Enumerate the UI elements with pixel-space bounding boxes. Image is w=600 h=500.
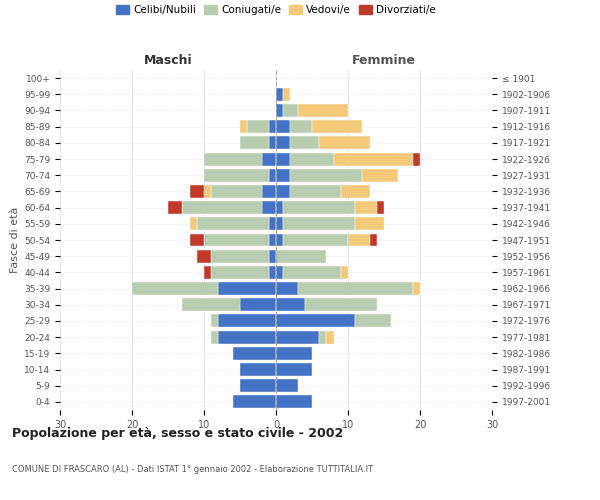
Bar <box>262 185 276 198</box>
Text: COMUNE DI FRASCARO (AL) - Dati ISTAT 1° gennaio 2002 - Elaborazione TUTTITALIA.I: COMUNE DI FRASCARO (AL) - Dati ISTAT 1° … <box>12 465 373 474</box>
Bar <box>276 298 305 311</box>
Bar <box>290 120 312 133</box>
Bar <box>283 266 341 279</box>
Bar <box>204 234 269 246</box>
Bar <box>276 330 319 344</box>
Bar <box>269 136 276 149</box>
Text: Femmine: Femmine <box>352 54 416 68</box>
Y-axis label: Fasce di età: Fasce di età <box>10 207 20 273</box>
Text: Maschi: Maschi <box>143 54 193 68</box>
Legend: Celibi/Nubili, Coniugati/e, Vedovi/e, Divorziati/e: Celibi/Nubili, Coniugati/e, Vedovi/e, Di… <box>112 0 440 19</box>
Bar <box>298 282 413 295</box>
Bar <box>370 234 377 246</box>
Bar <box>218 282 276 295</box>
Bar <box>283 201 355 214</box>
Bar <box>269 234 276 246</box>
Bar <box>269 250 276 262</box>
Bar <box>276 379 298 392</box>
Bar <box>377 201 384 214</box>
Bar <box>283 88 290 101</box>
Bar <box>413 282 420 295</box>
Bar <box>197 250 211 262</box>
Bar <box>240 379 276 392</box>
Bar <box>305 298 377 311</box>
Bar <box>319 136 370 149</box>
Bar <box>276 363 312 376</box>
Bar <box>190 218 197 230</box>
Bar <box>211 250 269 262</box>
Bar <box>211 330 218 344</box>
Bar <box>269 218 276 230</box>
Bar <box>312 120 362 133</box>
Bar <box>240 363 276 376</box>
Bar <box>204 185 211 198</box>
Bar <box>362 169 398 181</box>
Text: Popolazione per età, sesso e stato civile - 2002: Popolazione per età, sesso e stato civil… <box>12 428 343 440</box>
Bar <box>355 201 377 214</box>
Bar <box>197 218 269 230</box>
Bar <box>204 169 269 181</box>
Bar <box>276 88 283 101</box>
Bar <box>276 250 326 262</box>
Bar <box>276 266 283 279</box>
Bar <box>283 104 298 117</box>
Bar <box>326 330 334 344</box>
Bar <box>355 314 391 328</box>
Bar <box>240 136 269 149</box>
Bar <box>269 266 276 279</box>
Bar <box>132 282 218 295</box>
Bar <box>211 266 269 279</box>
Bar <box>269 120 276 133</box>
Bar <box>290 136 319 149</box>
Bar <box>276 152 290 166</box>
Bar <box>262 152 276 166</box>
Bar <box>218 314 276 328</box>
Bar <box>190 185 204 198</box>
Bar <box>211 314 218 328</box>
Bar <box>276 185 290 198</box>
Bar <box>276 396 312 408</box>
Bar <box>355 218 384 230</box>
Bar <box>276 120 290 133</box>
Bar <box>240 120 247 133</box>
Bar <box>218 330 276 344</box>
Bar <box>283 234 348 246</box>
Bar <box>341 266 348 279</box>
Bar <box>182 298 240 311</box>
Bar <box>334 152 413 166</box>
Bar <box>276 347 312 360</box>
Bar <box>262 201 276 214</box>
Bar <box>211 185 262 198</box>
Bar <box>247 120 269 133</box>
Bar <box>276 136 290 149</box>
Bar <box>168 201 182 214</box>
Bar <box>269 169 276 181</box>
Bar <box>240 298 276 311</box>
Bar <box>204 266 211 279</box>
Bar <box>276 234 283 246</box>
Bar <box>276 104 283 117</box>
Bar <box>290 169 362 181</box>
Bar <box>413 152 420 166</box>
Bar <box>276 314 355 328</box>
Bar <box>290 152 334 166</box>
Bar <box>276 201 283 214</box>
Bar <box>190 234 204 246</box>
Bar <box>276 218 283 230</box>
Bar <box>290 185 341 198</box>
Bar <box>298 104 348 117</box>
Bar <box>233 396 276 408</box>
Bar <box>348 234 370 246</box>
Bar <box>319 330 326 344</box>
Bar <box>341 185 370 198</box>
Bar <box>233 347 276 360</box>
Bar <box>276 169 290 181</box>
Bar <box>204 152 262 166</box>
Bar <box>182 201 262 214</box>
Bar <box>276 282 298 295</box>
Bar <box>283 218 355 230</box>
